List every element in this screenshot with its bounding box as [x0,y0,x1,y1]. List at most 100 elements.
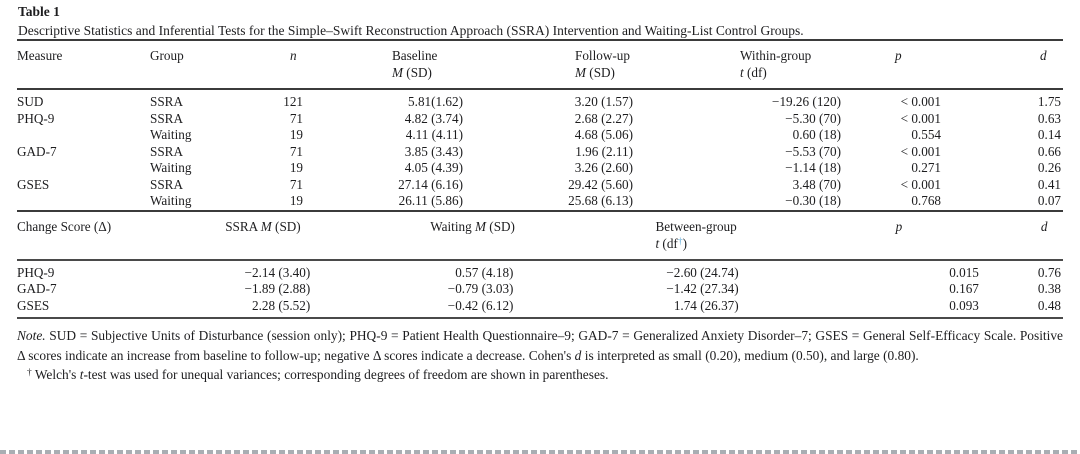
cell-n: 121 [283,94,303,109]
cell-within: −19.26 (120) [772,94,841,109]
cell-group: SSRA [150,176,183,192]
cell-followup: 2.68 (2.27) [574,110,633,126]
table-row: Waiting 19 4.05 (4.39) 3.26 (2.60) −1.14… [17,160,1063,177]
table-row: GSES SSRA 71 27.14 (6.16) 29.42 (5.60) 3… [17,177,1063,194]
cell-baseline: 26.11 (5.86) [398,193,463,208]
dagger-footnote-link[interactable]: † [677,236,683,247]
cell-p: < 0.001 [900,94,941,109]
table2-header-row: Change Score (Δ) SSRA M (SD) Waiting M (… [17,210,1063,261]
cell-p: 0.271 [911,160,941,175]
table-title: Table 1 [18,4,60,19]
col-header-between-group: Between-group t (df†) [515,210,741,261]
cell-group: Waiting [150,193,192,208]
table-note: Note. SUD = Subjective Units of Disturba… [17,326,1063,365]
cell-ssra: −1.89 (2.88) [244,281,311,296]
cell-p: 0.093 [949,297,979,313]
cell-waiting: −0.79 (3.03) [447,281,514,296]
col-header-within-group: Within-group t (df) [635,40,843,90]
cell-d: 0.41 [1037,176,1061,192]
col-header-measure: Measure [17,40,150,90]
col-header-waiting-msd: Waiting M (SD) [312,210,516,261]
col-header-followup: Follow-up M (SD) [465,40,635,90]
col-header-baseline: Baseline M (SD) [305,40,465,90]
cell-group: SSRA [150,143,183,159]
table-row: Waiting 19 4.11 (4.11) 4.68 (5.06) 0.60 … [17,127,1063,144]
col-header-group: Group [150,40,230,90]
descriptive-stats-table: Measure Group n Baseline M (SD) Follow-up… [17,39,1063,210]
cell-followup: 1.96 (2.11) [575,143,633,159]
cell-n: 71 [289,110,303,126]
col-header-p: p [843,40,943,90]
cell-p: 0.768 [911,193,941,208]
cell-group: SSRA [150,110,183,126]
cell-n: 71 [289,176,303,192]
cell-within: 0.60 (18) [792,127,841,142]
cell-followup: 25.68 (6.13) [568,193,633,208]
note-text: SUD = Subjective Units of Disturbance (s… [17,328,1063,363]
cell-waiting: −0.42 (6.12) [447,297,514,313]
cell-measure [17,193,150,210]
col-header-n: n [230,40,305,90]
cell-n: 19 [289,160,303,175]
cell-followup: 29.42 (5.60) [568,176,633,192]
cell-d: 0.66 [1037,143,1061,159]
cell-followup: 3.20 (1.57) [574,94,633,109]
table-row: PHQ-9 −2.14 (3.40) 0.57 (4.18) −2.60 (24… [17,260,1063,282]
cell-followup: 4.68 (5.06) [574,127,633,142]
dagger-icon: † [27,368,32,378]
cell-p: < 0.001 [900,143,941,159]
table-footnote: † Welch's t-test was used for unequal va… [17,365,1063,385]
cell-within: 3.48 (70) [792,176,841,192]
col-header-change-score: Change Score (Δ) [17,210,226,261]
cell-n: 19 [289,193,303,208]
t-test-italic: t [79,367,84,382]
cell-within: −5.53 (70) [785,143,841,159]
footnote-text: Welch's [31,367,80,382]
cell-change-label: GAD-7 [17,281,57,296]
table-row: GSES 2.28 (5.52) −0.42 (6.12) 1.74 (26.3… [17,298,1063,319]
cell-group: Waiting [150,127,192,142]
cell-measure: GSES [17,176,50,192]
cell-baseline: 4.82 (3.74) [404,110,463,126]
table-row: GAD-7 −1.89 (2.88) −0.79 (3.03) −1.42 (2… [17,281,1063,298]
cell-within: −1.14 (18) [785,160,841,175]
table-row: Waiting 19 26.11 (5.86) 25.68 (6.13) −0.… [17,193,1063,210]
cell-between: −1.42 (27.34) [666,281,739,296]
table-caption: Descriptive Statistics and Inferential T… [18,23,804,38]
cell-p: 0.015 [949,264,979,280]
table-row: SUD SSRA 121 5.81(1.62) 3.20 (1.57) −19.… [17,89,1063,111]
cell-measure [17,160,150,177]
cohens-d: d [574,347,582,363]
col-header-d: d [980,210,1063,261]
cell-p: 0.167 [949,281,979,296]
cell-n: 19 [289,127,303,142]
col-header-d: d [943,40,1063,90]
cell-ssra: −2.14 (3.40) [244,264,311,280]
cell-baseline: 4.11 (4.11) [405,127,463,142]
cell-group: SSRA [150,94,183,109]
cell-baseline: 5.81(1.62) [408,94,463,109]
col-header-p: p [740,210,981,261]
table-row: GAD-7 SSRA 71 3.85 (3.43) 1.96 (2.11) −5… [17,144,1063,161]
cell-baseline: 3.85 (3.43) [404,143,463,159]
note-label: Note. [17,328,46,343]
change-score-table: Change Score (Δ) SSRA M (SD) Waiting M (… [17,209,1063,319]
cell-ssra: 2.28 (5.52) [252,297,311,313]
footnote-text-end: -test was used for unequal variances; co… [83,367,609,382]
cell-waiting: 0.57 (4.18) [455,264,514,280]
cell-d: 0.26 [1037,160,1061,175]
cell-p: < 0.001 [900,176,941,192]
note-text-end: is interpreted as small (0.20), medium (… [581,347,919,363]
cell-n: 71 [289,143,303,159]
bottom-divider [0,450,1080,454]
cell-baseline: 4.05 (4.39) [404,160,463,175]
cell-measure: GAD-7 [17,143,57,159]
title-block: Table 1 Descriptive Statistics and Infer… [0,0,1080,39]
cell-change-label: PHQ-9 [17,264,55,280]
cell-p: < 0.001 [900,110,941,126]
cell-baseline: 27.14 (6.16) [398,176,463,192]
cell-change-label: GSES [17,297,50,313]
cell-within: −5.30 (70) [785,110,841,126]
cell-d: 0.38 [1037,281,1061,296]
